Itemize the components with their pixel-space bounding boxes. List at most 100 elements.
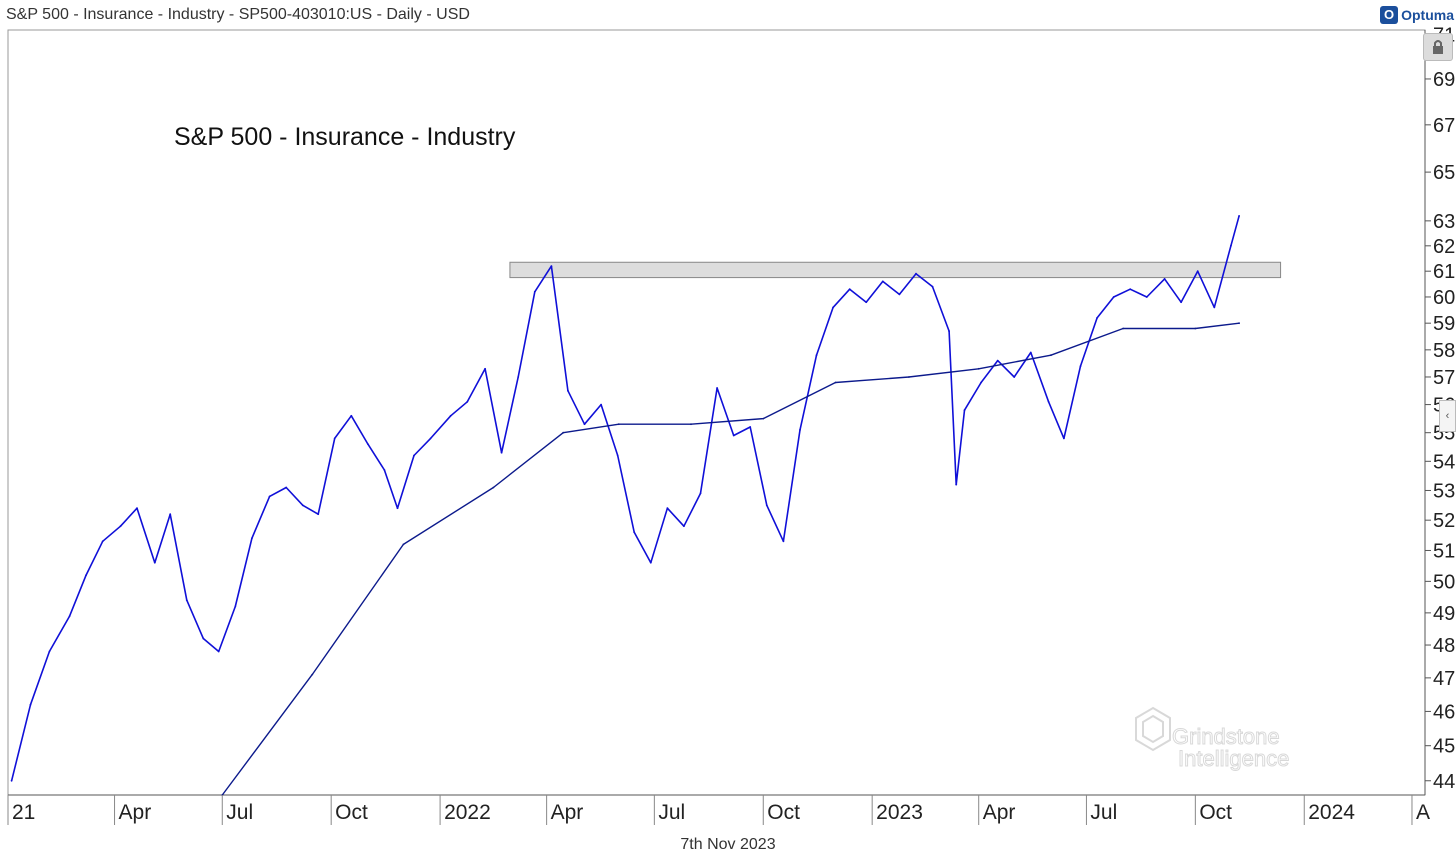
price-point [567,389,569,392]
price-point [1079,365,1082,367]
price-point [449,414,452,417]
y-tick-label: 530.00 [1433,480,1456,502]
y-tick-label: 670.00 [1433,115,1456,137]
moving-average-point [492,486,495,489]
price-point [29,703,32,706]
price-line [10,215,1240,781]
x-tick-label: Oct [1199,801,1232,824]
moving-average-point [1238,322,1240,325]
watermark: Grindstone Intelligence [1135,706,1290,772]
price-point [996,359,999,362]
y-tick-label: 540.00 [1433,451,1456,473]
x-tick-label: Oct [335,801,368,824]
price-point [185,599,188,602]
y-tick-label: 610.00 [1433,261,1456,283]
y-tick-label: 520.00 [1433,510,1456,532]
price-point [101,540,104,543]
moving-average-point [311,673,314,676]
price-series [10,215,1240,782]
price-point [1196,270,1199,273]
moving-average-series [221,322,1240,796]
brand-name: Optuma [1401,7,1454,23]
y-tick-label: 590.00 [1433,313,1456,335]
chart-header-title: S&P 500 - Insurance - Industry - SP500-4… [6,6,470,23]
price-point [865,301,868,304]
price-point [68,615,71,617]
moving-average-point [1050,354,1052,357]
x-tick-label: Apr [983,801,1016,824]
x-axis-ticks: 21 Apr Jul Oct 2022 Apr Jul Oct 2023 Apr Jul Oct 202… [7,795,1430,825]
price-point [881,280,884,283]
price-point [1029,351,1032,354]
price-point [383,469,386,471]
y-tick-label: 650.00 [1433,162,1456,184]
moving-average-point [908,376,910,378]
price-point [466,400,469,403]
moving-average-point [762,417,765,420]
price-point [616,454,619,457]
price-point [980,381,982,384]
y-tick-label: 500.00 [1433,571,1456,593]
y-tick-label: 460.00 [1433,701,1456,723]
price-point [633,531,636,534]
current-date-label: 7th Nov 2023 [680,836,776,853]
price-point [782,540,785,543]
price-point [732,434,735,437]
price-point [1063,437,1065,440]
y-tick-label: 620.00 [1433,236,1456,258]
price-point [251,537,253,540]
price-point [799,429,801,431]
price-point [765,504,768,507]
y-tick-label: 630.00 [1433,211,1456,233]
price-point [1096,317,1098,319]
price-point [234,605,237,608]
price-point [396,507,399,510]
price-point [583,423,586,426]
x-tick-label: 2023 [876,801,923,824]
price-point [1047,400,1050,403]
price-point [301,504,304,507]
price-point [716,387,718,389]
collapse-arrow-icon[interactable]: ‹ [1439,400,1456,432]
lock-icon[interactable] [1423,33,1453,61]
price-point [1213,306,1216,309]
price-point [1230,244,1232,247]
price-point [955,483,958,486]
price-point [1163,278,1166,280]
x-tick-label: Apr [119,801,152,824]
price-point [484,367,486,370]
y-tick-label: 510.00 [1433,540,1456,562]
price-point [217,650,220,653]
price-point [600,403,602,406]
price-point [119,525,122,528]
watermark-line-1: Grindstone [1172,724,1280,749]
y-tick-label: 600.00 [1433,287,1456,309]
price-point [948,330,950,332]
price-point [1112,296,1115,298]
price-point [1238,215,1240,217]
price-point [10,779,13,782]
price-point [268,495,271,498]
x-tick-label: 21 [12,801,35,824]
price-point [429,437,432,440]
price-point [649,561,652,564]
price-point [317,513,320,516]
moving-average-point [1122,327,1124,330]
x-tick-label: A [1416,801,1430,824]
moving-average-point [617,423,620,426]
price-point [517,376,520,378]
y-tick-label: 450.00 [1433,736,1456,758]
moving-average-point [402,543,405,546]
optuma-logo-icon: O [1380,6,1399,24]
y-tick-label: 470.00 [1433,668,1456,690]
plot-area [7,29,1426,796]
x-tick-label: Jul [1090,801,1117,824]
moving-average-point [834,381,837,384]
price-point [749,426,752,428]
x-tick-label: Jul [658,801,685,824]
price-point [285,486,288,489]
x-tick-label: Jul [226,801,253,824]
price-point [683,525,685,528]
moving-average-point [1194,327,1197,330]
